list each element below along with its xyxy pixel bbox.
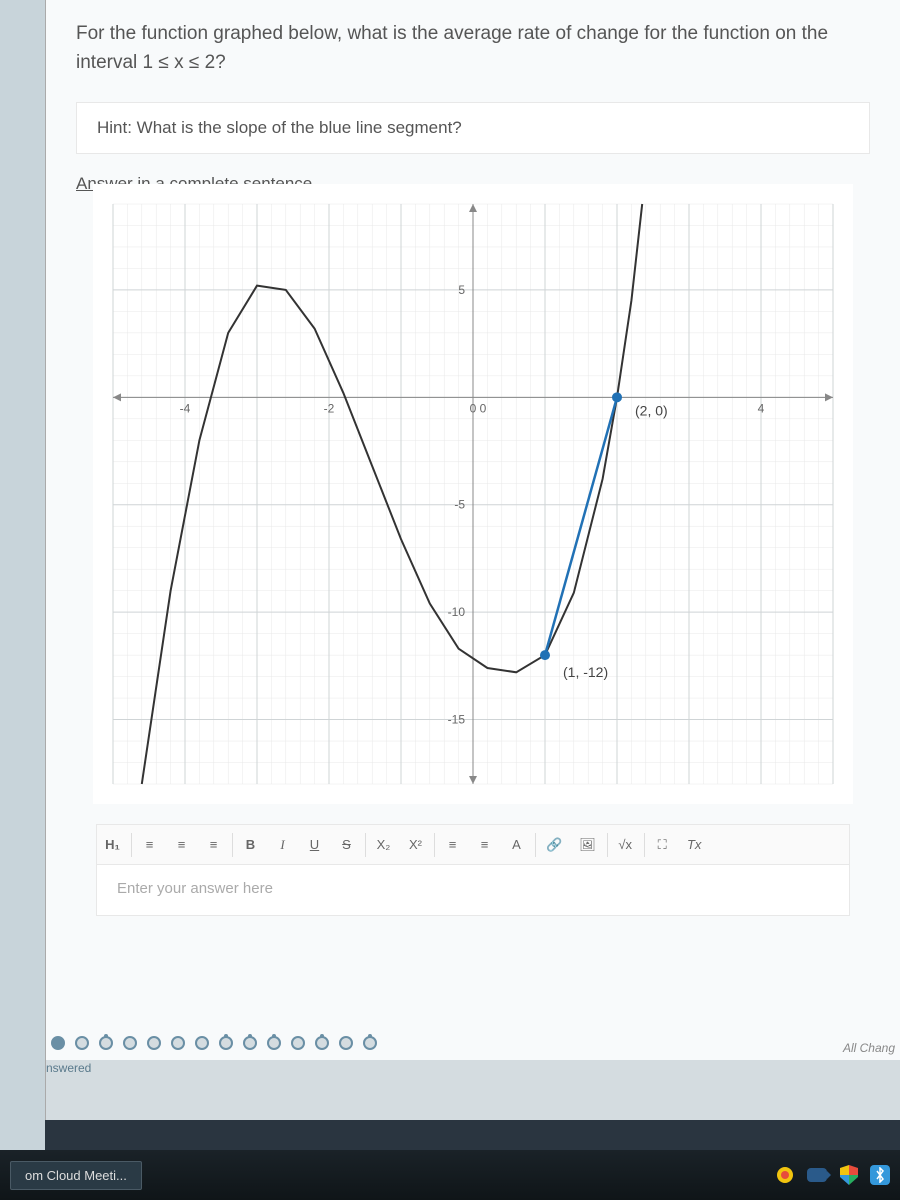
align-left-button[interactable]: ≡ <box>134 825 166 865</box>
fullscreen-button[interactable]: ⛶ <box>647 825 679 865</box>
strike-button[interactable]: S <box>331 825 363 865</box>
toolbar-separator <box>232 833 233 857</box>
progress-dot-9[interactable] <box>267 1036 281 1050</box>
toolbar-separator <box>434 833 435 857</box>
question-text: For the function graphed below, what is … <box>76 20 870 77</box>
save-status: All Chang <box>843 1041 895 1055</box>
svg-text:-5: -5 <box>454 498 465 512</box>
answer-editor: H₁ ≡ ≡ ≡ B I U S X₂ X² ≡ ≡ A 🔗 🖼 <box>96 824 850 916</box>
progress-dot-12[interactable] <box>339 1036 353 1050</box>
taskbar: om Cloud Meeti... <box>0 1150 900 1200</box>
svg-text:5: 5 <box>458 283 465 297</box>
svg-text:-10: -10 <box>448 605 466 619</box>
answered-status: nswered <box>46 1061 91 1075</box>
progress-dot-3[interactable] <box>123 1036 137 1050</box>
progress-dot-6[interactable] <box>195 1036 209 1050</box>
bluetooth-tray-icon[interactable] <box>870 1165 890 1185</box>
link-button[interactable]: 🔗 <box>538 825 571 865</box>
progress-dot-11[interactable] <box>315 1036 329 1050</box>
toolbar-separator <box>131 833 132 857</box>
svg-text:0: 0 <box>470 401 477 415</box>
defender-tray-icon[interactable] <box>838 1164 860 1186</box>
progress-dots <box>46 1026 382 1060</box>
equation-button[interactable]: √x <box>610 825 642 865</box>
toolbar-separator <box>365 833 366 857</box>
system-tray <box>774 1164 890 1186</box>
svg-text:(2, 0): (2, 0) <box>635 402 668 418</box>
progress-dot-1[interactable] <box>75 1036 89 1050</box>
align-center-button[interactable]: ≡ <box>166 825 198 865</box>
italic-button[interactable]: I <box>267 825 299 865</box>
camera-tray-icon[interactable] <box>806 1164 828 1186</box>
question-line-1: For the function graphed below, what is … <box>76 23 828 44</box>
progress-dot-5[interactable] <box>171 1036 185 1050</box>
progress-dot-8[interactable] <box>243 1036 257 1050</box>
taskbar-app-zoom[interactable]: om Cloud Meeti... <box>10 1161 142 1190</box>
editor-textarea[interactable]: Enter your answer here <box>97 865 849 915</box>
progress-dot-10[interactable] <box>291 1036 305 1050</box>
toolbar-separator <box>644 833 645 857</box>
toolbar-separator <box>607 833 608 857</box>
bullet-list-button[interactable]: ≡ <box>469 825 501 865</box>
subscript-button[interactable]: X₂ <box>368 825 400 865</box>
snap-tray-icon[interactable] <box>774 1164 796 1186</box>
graph-svg: -4 -2 0 4 5 -5 -10 -15 0 (1, -12) (2, 0) <box>93 184 853 804</box>
progress-dot-4[interactable] <box>147 1036 161 1050</box>
align-right-button[interactable]: ≡ <box>198 825 230 865</box>
toolbar-separator <box>535 833 536 857</box>
window-left-gutter <box>0 0 45 1150</box>
hint-box: Hint: What is the slope of the blue line… <box>76 102 870 154</box>
progress-dot-7[interactable] <box>219 1036 233 1050</box>
browser-window: For the function graphed below, what is … <box>45 0 900 1120</box>
question-line-2: interval 1 ≤ x ≤ 2? <box>76 52 226 73</box>
image-button[interactable]: 🖼 <box>571 825 605 865</box>
progress-dot-0[interactable] <box>51 1036 65 1050</box>
font-color-button[interactable]: A <box>501 825 533 865</box>
progress-dot-13[interactable] <box>363 1036 377 1050</box>
bold-button[interactable]: B <box>235 825 267 865</box>
editor-toolbar: H₁ ≡ ≡ ≡ B I U S X₂ X² ≡ ≡ A 🔗 🖼 <box>97 825 849 865</box>
progress-dot-2[interactable] <box>99 1036 113 1050</box>
superscript-button[interactable]: X² <box>400 825 432 865</box>
function-graph: -4 -2 0 4 5 -5 -10 -15 0 (1, -12) (2, 0) <box>93 184 853 804</box>
clear-format-button[interactable]: Tx <box>679 825 711 865</box>
question-content: For the function graphed below, what is … <box>46 0 900 1060</box>
svg-text:0: 0 <box>480 401 487 415</box>
svg-text:4: 4 <box>758 401 765 415</box>
svg-text:-2: -2 <box>324 401 335 415</box>
numbered-list-button[interactable]: ≡ <box>437 825 469 865</box>
underline-button[interactable]: U <box>299 825 331 865</box>
svg-text:-4: -4 <box>180 401 191 415</box>
svg-text:-15: -15 <box>448 713 466 727</box>
heading-button[interactable]: H₁ <box>97 825 129 865</box>
svg-text:(1, -12): (1, -12) <box>563 664 608 680</box>
